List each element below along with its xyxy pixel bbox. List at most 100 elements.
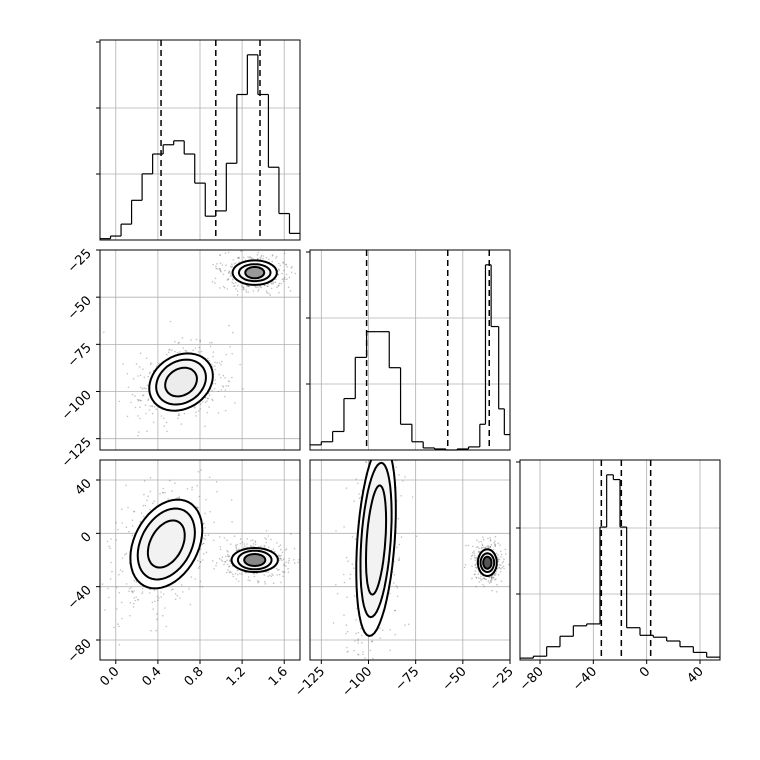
sample-point: [139, 417, 141, 420]
sample-point: [156, 618, 158, 621]
sample-point: [280, 557, 282, 560]
sample-point: [277, 268, 280, 271]
sample-point: [165, 625, 168, 628]
sample-point: [350, 672, 352, 674]
sample-point: [270, 282, 273, 285]
sample-point: [179, 351, 181, 353]
sample-point: [150, 629, 152, 632]
sample-point: [282, 262, 285, 264]
sample-point: [278, 291, 280, 294]
sample-point: [229, 272, 232, 275]
sample-point: [378, 685, 380, 687]
sample-point: [358, 497, 361, 500]
sample-point: [343, 662, 345, 664]
sample-point: [137, 598, 140, 601]
sample-point: [489, 536, 491, 539]
sample-point: [304, 271, 306, 273]
sample-point: [475, 577, 478, 579]
sample-point: [357, 631, 360, 634]
sample-point: [221, 360, 223, 363]
sample-point: [260, 256, 263, 258]
sample-point: [137, 599, 139, 601]
sample-point: [384, 458, 386, 460]
sample-point: [294, 272, 297, 275]
sample-point: [202, 559, 204, 561]
sample-point: [103, 331, 105, 334]
x-tick-label: −125: [292, 664, 328, 700]
sample-point: [397, 436, 399, 438]
sample-point: [357, 639, 359, 642]
sample-point: [234, 402, 236, 404]
sample-point: [209, 342, 211, 344]
sample-point: [148, 592, 151, 594]
sample-point: [508, 563, 510, 566]
sample-point: [500, 564, 502, 566]
sample-point: [290, 533, 292, 535]
sample-point: [236, 284, 239, 287]
sample-point: [285, 263, 288, 266]
sample-point: [283, 564, 285, 566]
sample-point: [229, 265, 232, 268]
sample-point: [207, 534, 210, 536]
density-contour: [148, 352, 214, 412]
sample-point: [361, 410, 363, 412]
sample-point: [247, 576, 250, 578]
sample-point: [117, 528, 119, 531]
sample-point: [489, 540, 492, 542]
sample-point: [169, 479, 171, 482]
sample-point: [218, 536, 221, 538]
sample-point: [154, 600, 156, 603]
sample-point: [272, 281, 275, 284]
sample-point: [198, 346, 200, 349]
sample-point: [504, 553, 507, 555]
sample-point: [214, 277, 217, 280]
sample-point: [219, 287, 221, 289]
sample-point: [169, 320, 172, 323]
sample-point: [288, 276, 291, 279]
sample-point: [293, 547, 296, 550]
sample-point: [275, 257, 277, 259]
sample-point: [222, 374, 225, 377]
sample-point: [259, 285, 262, 288]
sample-point: [265, 290, 268, 293]
sample-point: [366, 454, 368, 456]
sample-point: [155, 408, 158, 411]
sample-point: [106, 540, 109, 543]
sample-point: [478, 541, 480, 543]
density-contour: [482, 555, 493, 570]
y-tick-label: −125: [59, 435, 95, 471]
sample-point: [257, 580, 260, 583]
sample-point: [494, 544, 496, 546]
sample-point: [475, 576, 478, 579]
sample-point: [151, 405, 153, 407]
sample-point: [223, 537, 226, 539]
sample-point: [219, 546, 222, 548]
sample-point: [126, 373, 129, 375]
sample-point: [481, 546, 483, 549]
sample-point: [149, 371, 151, 374]
sample-point: [121, 617, 123, 620]
sample-point: [388, 456, 390, 458]
sample-point: [400, 536, 403, 538]
sample-point: [475, 557, 478, 560]
sample-point: [489, 546, 491, 549]
sample-point: [270, 538, 272, 541]
sample-point: [490, 577, 493, 579]
sample-point: [204, 425, 206, 428]
sample-point: [237, 580, 240, 583]
sample-point: [271, 255, 274, 257]
sample-point: [483, 585, 486, 588]
sample-point: [257, 581, 259, 584]
sample-point: [346, 646, 348, 649]
sample-point: [119, 569, 122, 571]
sample-point: [220, 559, 223, 561]
sample-point: [269, 574, 271, 577]
sample-point: [391, 686, 393, 688]
sample-point: [476, 539, 478, 541]
sample-point: [477, 551, 480, 553]
sample-point: [142, 394, 145, 397]
sample-point: [478, 547, 480, 550]
sample-point: [162, 593, 165, 595]
sample-point: [142, 591, 144, 593]
sample-point: [281, 272, 283, 275]
